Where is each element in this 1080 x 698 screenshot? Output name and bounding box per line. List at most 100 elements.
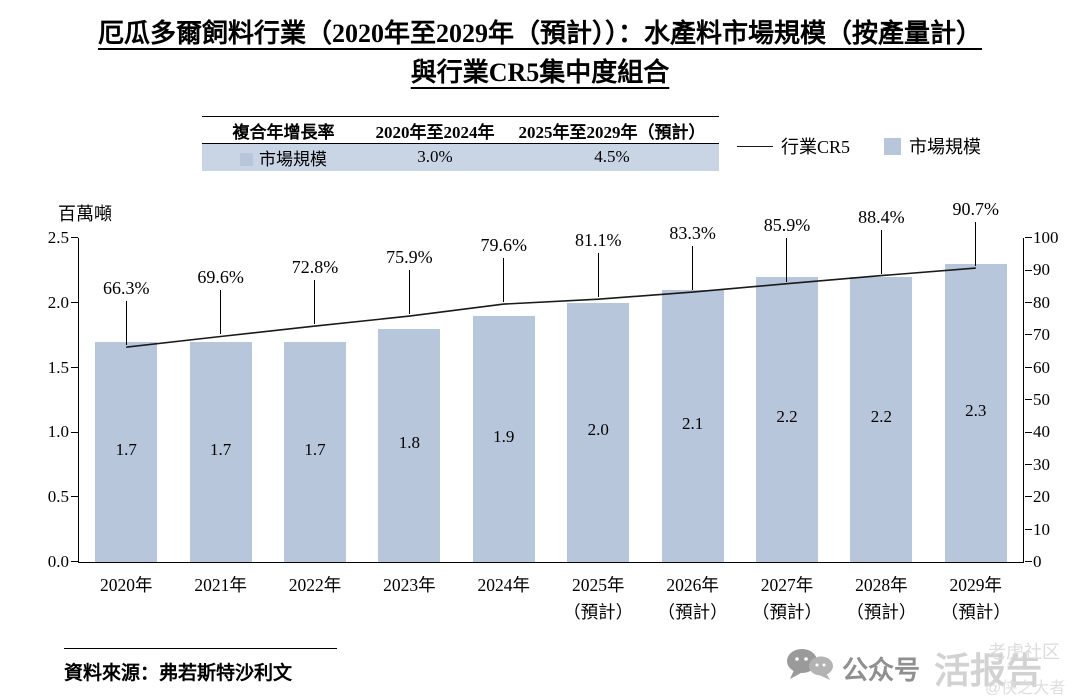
market-size-bar xyxy=(284,341,346,562)
y-axis-right-tick-mark xyxy=(1024,269,1032,271)
x-axis-label: 2020年 xyxy=(79,572,173,599)
y-axis-right-tick-mark xyxy=(1024,334,1032,336)
x-axis-label-forecast: （預計） xyxy=(846,602,917,622)
cr5-value-label: 69.6% xyxy=(197,267,244,288)
cr5-value-label: 90.7% xyxy=(952,199,1000,220)
y-axis-left-tick-mark xyxy=(70,302,78,304)
x-axis-label-year: 2025年 xyxy=(571,575,625,595)
cagr-row-label-cell: 市場規模 xyxy=(202,143,365,171)
watermark-community: 老虎社区 xyxy=(988,642,1060,662)
legend-market-label: 市場規模 xyxy=(909,137,981,157)
x-axis-label-year: 2023年 xyxy=(383,575,436,595)
cagr-header-period2: 2025年至2029年（預計） xyxy=(505,116,719,144)
cr5-label-connector xyxy=(503,258,505,303)
legend-cr5: 行業CR5 xyxy=(737,133,850,159)
x-axis-label: 2022年 xyxy=(268,572,362,599)
x-axis-label-year: 2022年 xyxy=(288,575,342,595)
x-axis-label-forecast: （預計） xyxy=(563,602,634,622)
cagr-header-period1: 2020年至2024年 xyxy=(365,116,505,144)
y-axis-left-tick-mark xyxy=(70,496,78,498)
chart-title-line2: 與行業CR5集中度組合 xyxy=(410,58,670,87)
cr5-label-connector xyxy=(314,280,316,325)
cagr-header-metric: 複合年增長率 xyxy=(202,116,365,144)
cr5-value-label: 72.8% xyxy=(291,257,339,278)
cr5-line-swatch-icon xyxy=(737,146,773,147)
left-axis-unit-label: 百萬噸 xyxy=(58,204,112,224)
cr5-label-connector xyxy=(692,246,693,291)
market-size-bar xyxy=(661,289,724,562)
cr5-value-label: 79.6% xyxy=(480,235,528,256)
cagr-table-value-row: 市場規模 3.0% 4.5% xyxy=(202,143,719,171)
x-axis-label: 2024年 xyxy=(457,572,551,599)
cr5-label-connector xyxy=(880,229,882,274)
bar-value-label: 2.1 xyxy=(681,413,704,433)
market-size-bar xyxy=(944,263,1007,562)
y-axis-left-tick-label: 0.5 xyxy=(47,487,69,507)
cagr-table-header-row: 複合年增長率 2020年至2024年 2025年至2029年（預計） xyxy=(202,116,719,144)
market-size-bar xyxy=(189,341,252,562)
y-axis-right-tick-label: 90 xyxy=(1033,260,1050,280)
x-axis-label: 2029年 （預計） xyxy=(929,572,1023,626)
cr5-label-connector xyxy=(408,270,410,315)
y-axis-right-tick-label: 10 xyxy=(1033,519,1050,539)
cr5-label-connector xyxy=(975,222,977,267)
watermark-handle: @侠之大者 xyxy=(985,680,1066,697)
y-axis-right-tick-label: 50 xyxy=(1033,390,1050,409)
cr5-label-connector xyxy=(125,301,127,346)
market-size-bar xyxy=(567,302,630,562)
y-axis-right-tick-mark xyxy=(1024,237,1032,239)
bar-value-label: 1.9 xyxy=(493,426,515,446)
x-axis-label-forecast: （預計） xyxy=(657,602,728,622)
y-axis-right-tick-label: 70 xyxy=(1033,325,1050,345)
source-note: 資料來源：弗若斯特沙利文 xyxy=(64,663,293,684)
market-size-bar xyxy=(850,276,913,562)
cr5-value-label: 88.4% xyxy=(858,206,905,227)
cagr-value-2020-2024: 3.0% xyxy=(365,143,505,171)
source-divider xyxy=(64,648,337,649)
cr5-label-connector xyxy=(220,290,221,335)
y-axis-left-tick-mark xyxy=(70,237,78,239)
bar-value-label: 2.2 xyxy=(776,407,798,427)
x-axis-label-forecast: （預計） xyxy=(940,602,1011,622)
x-axis-label: 2026年 （預計） xyxy=(645,572,739,626)
x-axis-label-year: 2026年 xyxy=(666,575,719,595)
y-axis-right-tick-mark xyxy=(1024,366,1032,368)
x-axis-label: 2023年 xyxy=(362,572,456,599)
cr5-value-label: 83.3% xyxy=(669,223,716,244)
y-axis-left-tick-label: 0.0 xyxy=(47,552,69,571)
cagr-row-label: 市場規模 xyxy=(259,149,327,169)
y-axis-right-tick-label: 60 xyxy=(1033,357,1050,377)
y-axis-right-tick-mark xyxy=(1024,496,1032,498)
y-axis-right-tick-mark xyxy=(1024,399,1032,401)
y-axis-left-tick-label: 2.0 xyxy=(47,292,69,312)
market-size-bar xyxy=(756,276,818,562)
market-size-swatch-icon xyxy=(240,152,253,166)
bar-value-label: 1.8 xyxy=(398,433,420,453)
market-size-bar xyxy=(378,328,441,562)
x-axis-label-year: 2027年 xyxy=(760,575,814,595)
y-axis-right-tick-label: 100 xyxy=(1033,228,1059,247)
cr5-value-label: 85.9% xyxy=(763,214,811,235)
x-axis-label-year: 2021年 xyxy=(194,575,247,595)
x-axis-label: 2027年 （預計） xyxy=(740,572,834,626)
x-axis-label-year: 2024年 xyxy=(477,575,531,595)
bar-value-label: 1.7 xyxy=(115,439,137,459)
y-axis-right-tick-label: 0 xyxy=(1033,552,1042,571)
cagr-value-2025-2029: 4.5% xyxy=(505,143,719,171)
y-axis-right-tick-label: 30 xyxy=(1033,454,1050,474)
x-axis-label-forecast: （預計） xyxy=(751,602,822,622)
legend-cr5-label: 行業CR5 xyxy=(781,137,851,157)
y-axis-left-tick-label: 2.5 xyxy=(47,228,69,247)
watermark-account-label: 公众号 xyxy=(842,655,921,685)
chart-title: 厄瓜多爾飼料行業（2020年至2029年（預計））：水產料市場規模（按產量計） … xyxy=(0,14,1080,92)
x-axis-label: 2025年 （預計） xyxy=(551,572,645,626)
y-axis-left-tick-mark xyxy=(70,431,78,433)
cr5-label-connector xyxy=(786,237,788,282)
bar-value-label: 2.0 xyxy=(587,420,609,440)
y-axis-right-tick-label: 20 xyxy=(1033,487,1050,507)
y-axis-left-tick-mark xyxy=(70,561,78,563)
y-axis-left-tick-label: 1.0 xyxy=(47,422,69,442)
y-axis-left-tick-label: 1.5 xyxy=(47,357,69,377)
chart-title-line1: 厄瓜多爾飼料行業（2020年至2029年（預計））：水產料市場規模（按產量計） xyxy=(97,19,982,48)
